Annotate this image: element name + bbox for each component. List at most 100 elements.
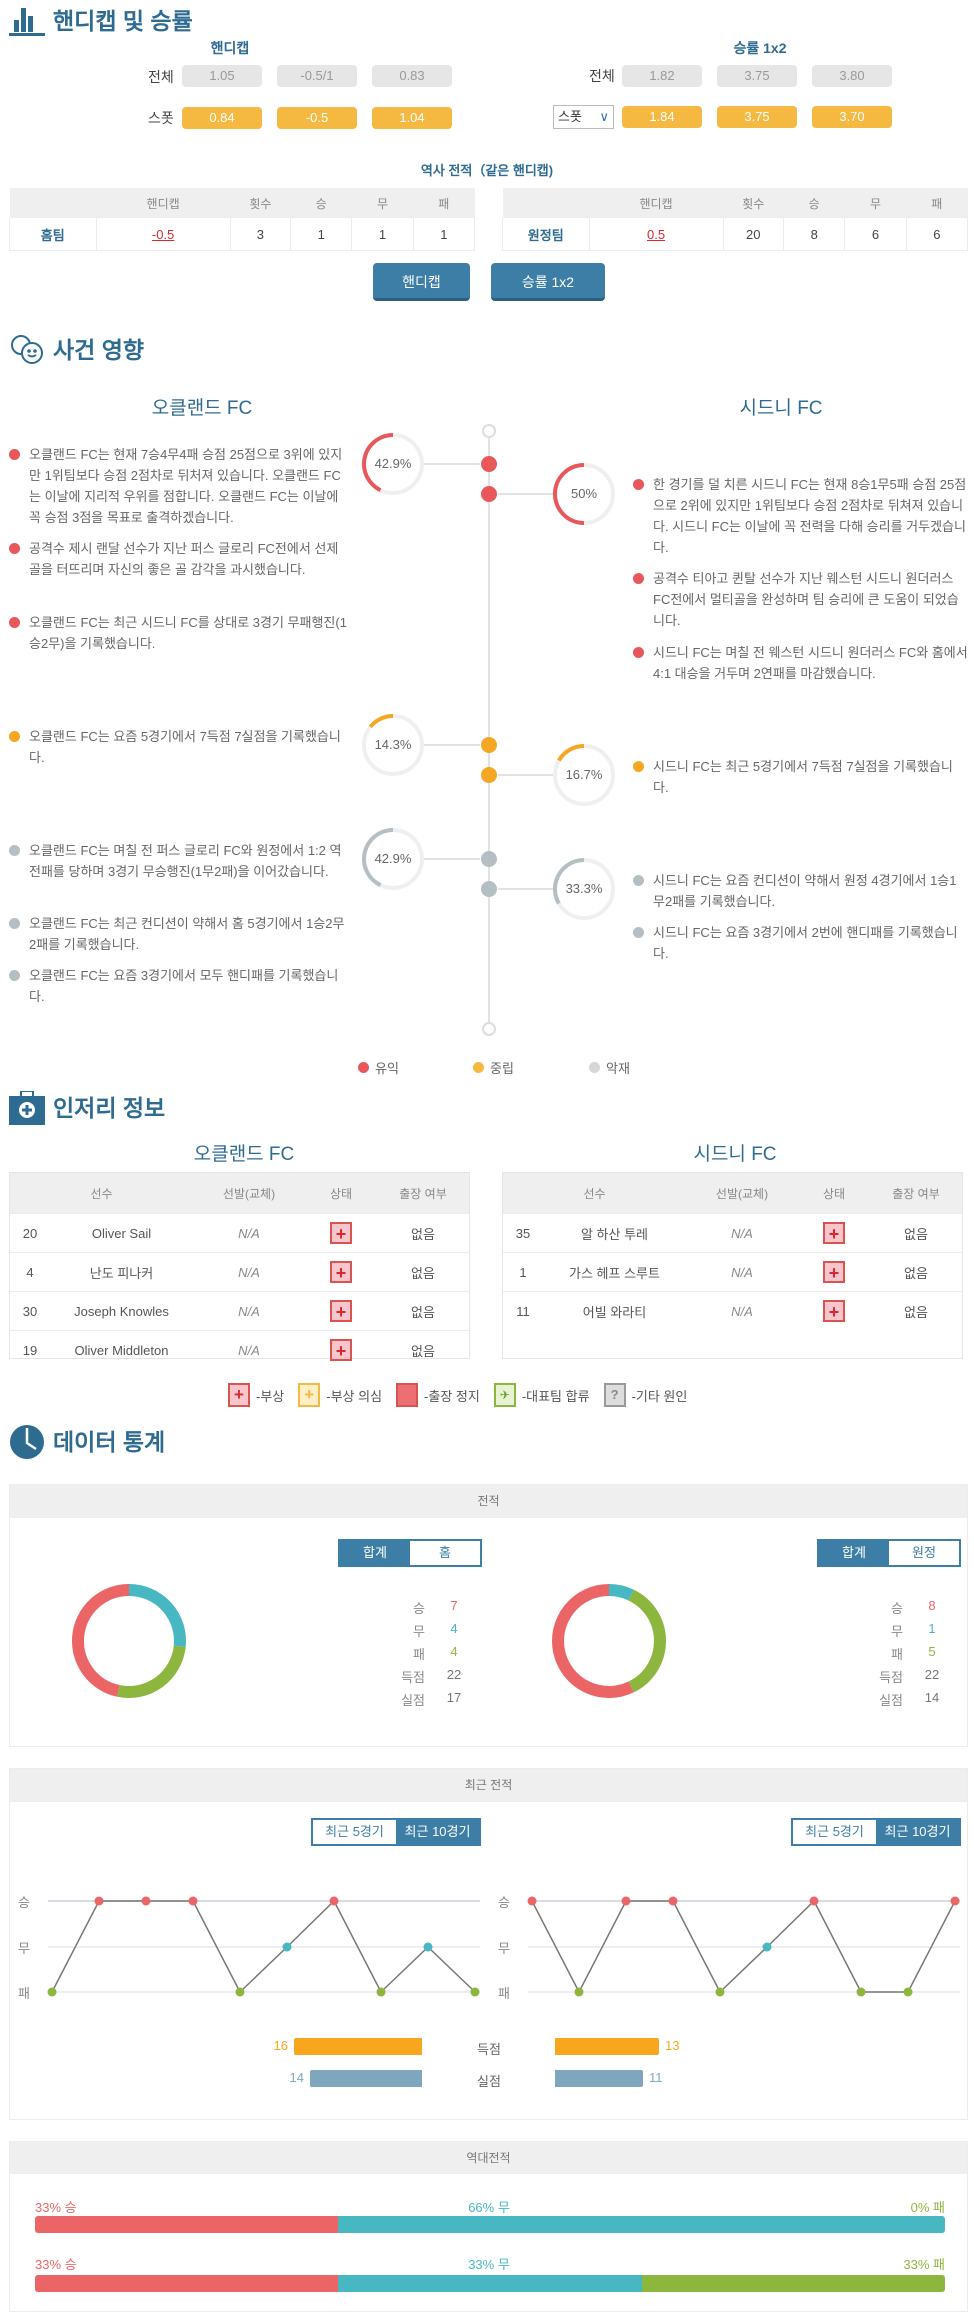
player-appearance: 없음 xyxy=(377,1330,469,1369)
bar-home-goals xyxy=(294,2038,422,2055)
header-row: 핸디캡 횟수 승 무 패 xyxy=(502,188,968,218)
impact-item-home: 오클랜드 FC는 현재 7승4무4패 승점 25점으로 3위에 있지만 1위팀보… xyxy=(9,444,349,528)
column-header: 횟수 xyxy=(723,188,784,218)
table-cell: 3 xyxy=(229,218,292,251)
player-number: 1 xyxy=(503,1252,543,1292)
recent-toggle-option[interactable]: 최근 10경기 xyxy=(876,1820,959,1844)
player-start: N/A xyxy=(686,1213,798,1253)
column-header xyxy=(502,188,589,218)
impact-item-away: 시드니 FC는 요즘 3경기에서 2번에 핸디패를 기록했습니다. xyxy=(633,922,968,964)
column-header: 패 xyxy=(413,188,475,218)
injury-table-away: 선수 선발(교체) 상태 출장 여부 35 알 하산 투레 N/A + 없음 1 가스 헤프 스루트… xyxy=(502,1172,963,1359)
faces-icon xyxy=(9,333,45,365)
section-title-stats: 데이터 통계 xyxy=(53,1429,166,1455)
positive-bullet-icon xyxy=(9,543,20,554)
player-start: N/A xyxy=(686,1252,798,1292)
impact-text: 오클랜드 FC는 최근 시드니 FC를 상대로 3경기 무패행진(1승2무)을 … xyxy=(29,615,347,651)
odds-spot-draw: 3.75 xyxy=(717,106,797,128)
table-cell: 홈팀 xyxy=(9,218,97,251)
column-header: 무 xyxy=(844,188,907,218)
impact-item-away: 시드니 FC는 최근 5경기에서 7득점 7실점을 기록했습니다. xyxy=(633,756,968,798)
record-toggle-option[interactable]: 원정 xyxy=(889,1541,959,1565)
bar-away-value: 13 xyxy=(665,2038,680,2053)
player-status: + xyxy=(798,1213,870,1253)
impact-ring-arc xyxy=(362,433,394,492)
impact-away-team: 시드니 FC xyxy=(739,398,823,419)
injury-table-home: 선수 선발(교체) 상태 출장 여부 20 Oliver Sail N/A + 없음 4 난도 피나… xyxy=(9,1172,470,1369)
chart-y-label: 무 xyxy=(498,1941,510,1956)
legend-label: 유익 xyxy=(375,1061,399,1076)
handicap-subtitle: 핸디캡 xyxy=(210,40,250,56)
record-toggle-option[interactable]: 합계 xyxy=(340,1541,410,1565)
legend-neutral: 중립 xyxy=(473,1058,514,1077)
impact-text: 오클랜드 FC는 현재 7승4무4패 승점 25점으로 3위에 있지만 1위팀보… xyxy=(29,447,343,525)
injury-icon: + xyxy=(228,1383,250,1407)
handicap-spot-away: 1.04 xyxy=(372,107,452,129)
player-number: 30 xyxy=(10,1291,50,1331)
away-impact-percent: 33.3% xyxy=(565,881,603,896)
history-table-away: 핸디캡 횟수 승 무 패 원정팀 0.5 20 8 6 6 xyxy=(502,188,969,251)
handicap-button[interactable]: 핸디캡 xyxy=(373,263,470,301)
record-stat-label: 득점 xyxy=(879,1670,903,1685)
record-stat-value: 1 xyxy=(928,1621,936,1636)
column-header: 출장 여부 xyxy=(377,1173,469,1214)
row-label-total: 전체 xyxy=(589,68,615,84)
injury-icon: + xyxy=(330,1222,352,1244)
record-stat-label: 패 xyxy=(891,1647,903,1662)
legend-label: -대표팀 합류 xyxy=(521,1388,590,1404)
bar-away-conceded xyxy=(555,2070,643,2087)
player-name: 알 하산 투레 xyxy=(543,1213,686,1253)
impact-ring-arc xyxy=(368,714,394,729)
player-number: 4 xyxy=(10,1252,50,1292)
impact-ring-arc xyxy=(362,828,394,887)
negative-bullet-icon xyxy=(9,845,20,856)
recent-toggle-away: 최근 5경기 최근 10경기 xyxy=(791,1818,961,1846)
recent-toggle-option[interactable]: 최근 10경기 xyxy=(396,1820,479,1844)
record-toggle-option[interactable]: 합계 xyxy=(819,1541,889,1565)
player-appearance: 없음 xyxy=(377,1213,469,1253)
table-row: 원정팀 0.5 20 8 6 6 xyxy=(502,218,969,251)
odds-type-selected: 스폿 xyxy=(558,109,582,124)
record-stat-label: 승 xyxy=(413,1601,425,1616)
h2h-panel-title: 역대전적 xyxy=(10,2142,967,2174)
table-cell: 1 xyxy=(412,218,476,251)
positive-bullet-icon xyxy=(633,479,644,490)
legend-label: -부상 xyxy=(256,1388,285,1404)
negative-timeline-dot xyxy=(481,881,497,897)
impact-text: 오클랜드 FC는 요즘 3경기에서 모두 핸디패를 기록했습니다. xyxy=(29,968,339,1004)
bar-chart-icon xyxy=(9,6,45,36)
record-panel-title: 전적 xyxy=(10,1485,967,1518)
impact-item-home: 오클랜드 FC는 요즘 3경기에서 모두 핸디패를 기록했습니다. xyxy=(9,965,349,1007)
impact-text: 오클랜드 FC는 최근 컨디션이 약해서 홈 5경기에서 1승2무2패를 기록했… xyxy=(29,916,345,952)
h2h-loss-label: 0% 패 xyxy=(910,2200,945,2215)
impact-item-away: 한 경기를 덜 치른 시드니 FC는 현재 8승1무5패 승점 25점으로 2위… xyxy=(633,474,968,558)
injury-icon: + xyxy=(330,1300,352,1322)
player-appearance: 없음 xyxy=(377,1291,469,1331)
impact-item-away: 공격수 티아고 퀸탈 선수가 지난 웨스턴 시드니 원더러스 FC전에서 멀티골… xyxy=(633,568,968,631)
column-header: 승 xyxy=(290,188,352,218)
away-impact-percent: 50% xyxy=(570,486,598,501)
h2h-win-label: 33% 승 xyxy=(35,2200,77,2215)
positive-timeline-dot xyxy=(481,456,497,472)
chart-y-label: 패 xyxy=(18,1986,30,2001)
recent-panel-title: 최근 전적 xyxy=(10,1769,967,1802)
odds-total-away: 3.80 xyxy=(812,65,892,87)
player-start: N/A xyxy=(686,1291,798,1330)
odds-1x2-button[interactable]: 승률 1x2 xyxy=(491,263,605,301)
section-title-impact: 사건 영향 xyxy=(53,337,145,363)
recent-toggle-option[interactable]: 최근 5경기 xyxy=(793,1820,876,1844)
positive-bullet-icon xyxy=(633,573,644,584)
odds-type-select[interactable]: 스폿 ∨ xyxy=(553,105,614,129)
recent-toggle-option[interactable]: 최근 5경기 xyxy=(313,1820,396,1844)
handicap-link[interactable]: 0.5 xyxy=(588,218,724,251)
handicap-link[interactable]: -0.5 xyxy=(95,218,231,251)
player-row: 1 가스 헤프 스루트 N/A + 없음 xyxy=(503,1252,962,1292)
h2h-bar-loss xyxy=(641,2275,945,2292)
column-header xyxy=(9,188,96,218)
column-header: 선발(교체) xyxy=(193,1173,305,1214)
record-toggle-option[interactable]: 홈 xyxy=(410,1541,480,1565)
bar-home-conceded xyxy=(310,2070,422,2087)
impact-ring-arc xyxy=(553,463,585,525)
bar-label: 득점 xyxy=(477,2042,501,2057)
player-start: N/A xyxy=(193,1330,305,1369)
